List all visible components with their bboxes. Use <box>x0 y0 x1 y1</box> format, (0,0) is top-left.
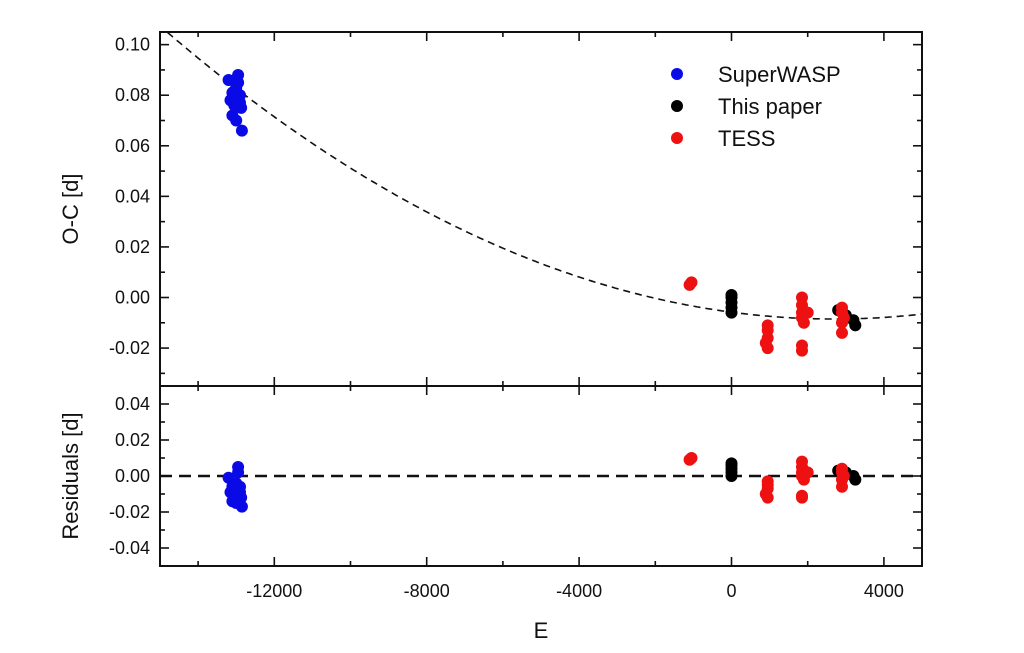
point-residual-tess <box>685 452 698 464</box>
x-tick-label: 0 <box>726 581 736 601</box>
point-residual-tess <box>795 491 808 504</box>
point-oc-tess <box>759 337 772 350</box>
y-tick-label: -0.02 <box>109 338 150 358</box>
point-oc-superwasp <box>222 74 235 87</box>
y-axis-label-bottom: Residuals [d] <box>58 412 83 539</box>
x-tick-label: -8000 <box>404 581 450 601</box>
y-tick-label: 0.04 <box>115 186 150 206</box>
point-oc-tess <box>801 306 814 319</box>
point-oc-tess <box>835 316 848 329</box>
point-residual-this-paper <box>725 457 738 470</box>
legend-marker <box>671 132 683 144</box>
point-residual-superwasp <box>232 466 245 479</box>
fit-curve <box>167 31 923 320</box>
y-axis-label-top: O-C [d] <box>58 174 83 245</box>
y-tick-label: 0.04 <box>115 394 150 414</box>
point-oc-superwasp <box>235 124 248 137</box>
x-tick-label: 4000 <box>864 581 904 601</box>
legend-label: TESS <box>718 126 775 151</box>
point-residual-superwasp <box>226 480 239 493</box>
point-oc-superwasp <box>235 101 248 114</box>
point-oc-this-paper <box>725 288 738 301</box>
point-residual-this-paper <box>849 473 862 486</box>
point-oc-tess <box>797 316 810 329</box>
y-tick-label: 0.00 <box>115 466 150 486</box>
y-tick-label: -0.04 <box>109 538 150 558</box>
point-oc-superwasp <box>226 86 239 99</box>
point-residual-tess <box>801 466 814 479</box>
y-tick-label: 0.02 <box>115 430 150 450</box>
point-residual-tess <box>759 488 772 500</box>
legend-marker <box>671 100 683 112</box>
y-tick-label: 0.02 <box>115 237 150 257</box>
legend-marker <box>671 68 683 80</box>
point-oc-this-paper <box>849 319 862 332</box>
y-tick-label: 0.06 <box>115 136 150 156</box>
y-tick-label: 0.08 <box>115 85 150 105</box>
point-oc-superwasp <box>230 114 243 127</box>
point-oc-tess <box>795 344 808 357</box>
x-tick-label: -12000 <box>246 581 302 601</box>
legend-label: SuperWASP <box>718 62 841 87</box>
point-residual-tess <box>835 480 848 493</box>
y-tick-label: -0.02 <box>109 502 150 522</box>
y-tick-label: 0.00 <box>115 288 150 308</box>
point-oc-tess <box>685 276 698 289</box>
point-oc-tess <box>835 326 848 339</box>
x-axis-label: E <box>534 618 549 643</box>
point-residual-superwasp <box>235 491 248 504</box>
x-tick-label: -4000 <box>556 581 602 601</box>
y-tick-label: 0.10 <box>115 35 150 55</box>
legend-label: This paper <box>718 94 822 119</box>
point-oc-superwasp <box>232 76 245 89</box>
